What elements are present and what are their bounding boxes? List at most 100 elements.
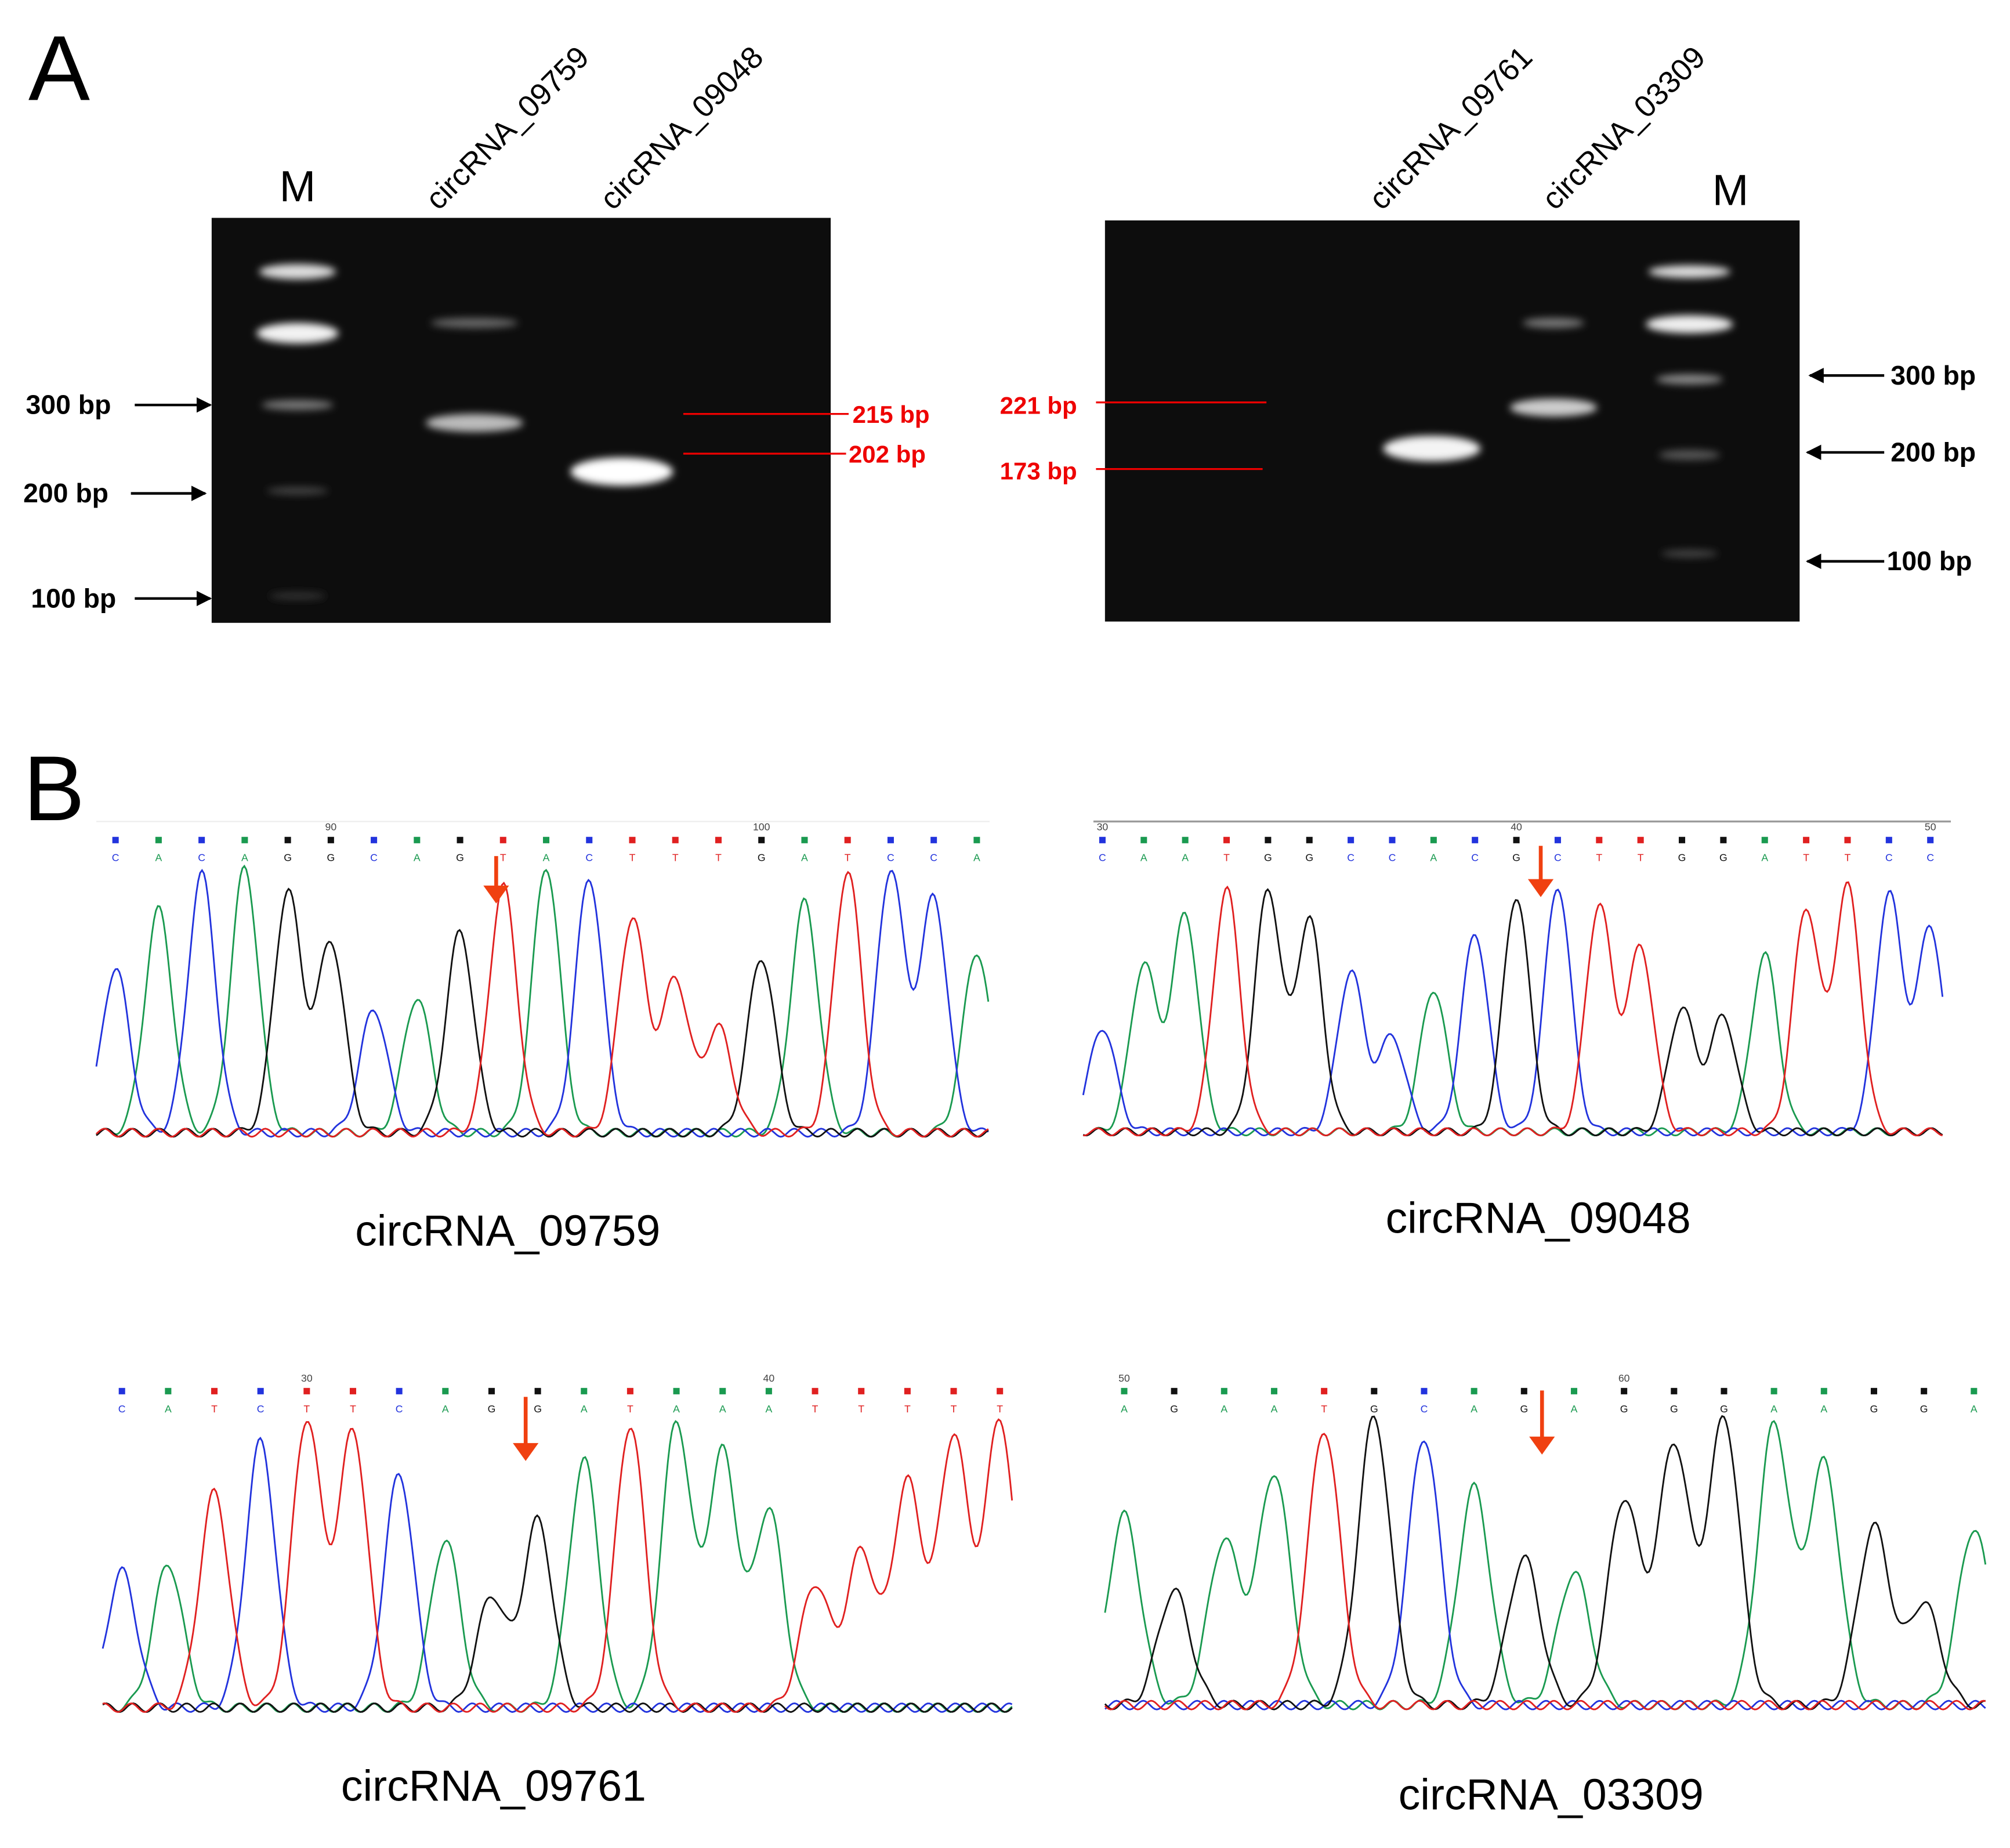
base-marker (257, 1387, 264, 1394)
base-marker (581, 1387, 588, 1394)
base-letter: G (1370, 1403, 1378, 1415)
base-letter: T (627, 1403, 633, 1415)
base-letter: G (456, 852, 464, 864)
base-letter: C (1099, 852, 1106, 864)
base-letter: C (257, 1403, 265, 1415)
base-marker (672, 836, 679, 843)
base-letter: G (758, 852, 766, 864)
base-marker (1844, 836, 1851, 843)
base-marker (930, 836, 937, 843)
trace (1104, 1420, 1987, 1711)
base-letter: G (1170, 1403, 1178, 1415)
base-letter: G (284, 852, 292, 864)
trace (96, 887, 989, 1138)
base-marker (1803, 836, 1810, 843)
size-label: 221 bp (1000, 392, 1077, 419)
base-marker (1306, 836, 1313, 843)
base-letter: A (973, 852, 980, 864)
base-marker (997, 1387, 1004, 1394)
base-marker (950, 1387, 957, 1394)
base-letter: C (1554, 852, 1562, 864)
panel-label: B (23, 737, 85, 840)
base-letter: A (442, 1403, 449, 1415)
panel-label: A (28, 16, 90, 119)
base-letter: G (1719, 852, 1727, 864)
base-letter: T (715, 852, 722, 864)
base-letter: C (1885, 852, 1893, 864)
base-letter: C (930, 852, 937, 864)
base-marker (1870, 1387, 1878, 1394)
base-letter: G (327, 852, 335, 864)
base-marker (396, 1387, 403, 1394)
lane-label: M (1712, 166, 1749, 215)
base-letter: A (1761, 852, 1768, 864)
base-marker (1770, 1387, 1777, 1394)
base-letter: A (1770, 1403, 1777, 1415)
base-marker (543, 836, 550, 843)
base-marker (1927, 836, 1934, 843)
base-letter: C (1389, 852, 1396, 864)
base-marker (1265, 836, 1272, 843)
base-letter: G (1720, 1403, 1728, 1415)
base-marker (1221, 1387, 1227, 1394)
base-letter: T (1223, 852, 1230, 864)
base-letter: C (396, 1403, 403, 1415)
base-letter: A (1182, 852, 1189, 864)
base-marker (1621, 1387, 1628, 1394)
marker-label: 300 bp (1891, 360, 1976, 390)
marker-label: 100 bp (1887, 546, 1972, 576)
base-marker (673, 1387, 680, 1394)
position-number: 90 (325, 821, 337, 833)
base-letter: T (951, 1403, 957, 1415)
base-letter: G (1264, 852, 1272, 864)
base-marker (1820, 1387, 1827, 1394)
trace (96, 871, 989, 1138)
trace (102, 1418, 1013, 1713)
base-marker (1554, 836, 1561, 843)
base-marker (1721, 1387, 1727, 1394)
base-marker (1671, 1387, 1678, 1394)
base-letter: T (303, 1403, 310, 1415)
base-letter: T (904, 1403, 911, 1415)
base-marker (414, 836, 421, 843)
trace (1104, 1440, 1986, 1711)
position-number: 40 (1511, 821, 1522, 833)
base-marker (887, 836, 894, 843)
base-letter: A (1471, 1403, 1477, 1415)
base-letter: C (1421, 1403, 1428, 1415)
base-letter: T (211, 1403, 218, 1415)
base-letter: T (1845, 852, 1851, 864)
base-marker (715, 836, 722, 843)
base-letter: T (1803, 852, 1809, 864)
base-marker (765, 1387, 772, 1394)
marker-label: 100 bp (31, 583, 116, 613)
base-marker (327, 836, 334, 843)
caption: circRNA_03309 (1399, 1770, 1704, 1819)
base-marker (155, 836, 162, 843)
position-number: 60 (1618, 1372, 1630, 1384)
base-marker (457, 836, 463, 843)
caption: circRNA_09048 (1386, 1193, 1691, 1242)
base-letter: A (241, 852, 248, 864)
base-letter: G (1512, 852, 1520, 864)
base-letter: C (887, 852, 894, 864)
base-marker (1520, 1387, 1527, 1394)
trace (1104, 1415, 1986, 1711)
base-marker (118, 1387, 125, 1394)
base-letter: C (112, 852, 119, 864)
trace (1083, 881, 1943, 1137)
base-letter: T (1321, 1403, 1327, 1415)
base-marker (488, 1387, 495, 1394)
base-marker (211, 1387, 218, 1394)
base-letter: T (1596, 852, 1602, 864)
mutation-arrow-head (1527, 879, 1554, 897)
base-marker (1472, 836, 1479, 843)
base-letter: A (581, 1403, 588, 1415)
base-letter: A (543, 852, 550, 864)
size-label: 215 bp (853, 401, 930, 428)
marker-label: 300 bp (26, 390, 111, 420)
base-marker (1223, 836, 1230, 843)
base-letter: A (1121, 1403, 1128, 1415)
